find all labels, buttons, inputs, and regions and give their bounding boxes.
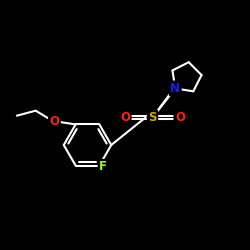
Text: O: O: [50, 116, 59, 128]
Text: S: S: [148, 111, 157, 124]
Text: O: O: [120, 111, 130, 124]
Text: N: N: [170, 82, 180, 95]
Text: O: O: [175, 111, 185, 124]
Text: F: F: [99, 160, 107, 173]
